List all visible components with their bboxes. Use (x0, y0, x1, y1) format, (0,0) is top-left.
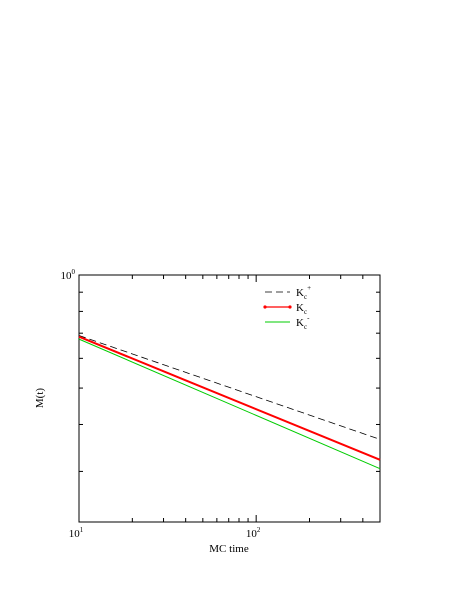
legend-label-2: Kc (296, 302, 307, 316)
x-tick-label: 102 (246, 526, 261, 540)
legend-marker (288, 305, 292, 309)
y-tick-label: 100 (61, 268, 76, 282)
series-line-1 (78, 335, 381, 440)
x-axis-label: MC time (209, 543, 249, 555)
plot-frame (78, 274, 381, 523)
series-line-2 (78, 335, 381, 461)
legend-label-3: Kc- (296, 314, 310, 331)
legend-marker (263, 305, 267, 309)
x-tick-label: 101 (69, 526, 84, 540)
series-line-3 (78, 338, 381, 470)
y-axis-label: M(t) (34, 388, 46, 409)
legend-label-1: Kc+ (296, 284, 311, 301)
